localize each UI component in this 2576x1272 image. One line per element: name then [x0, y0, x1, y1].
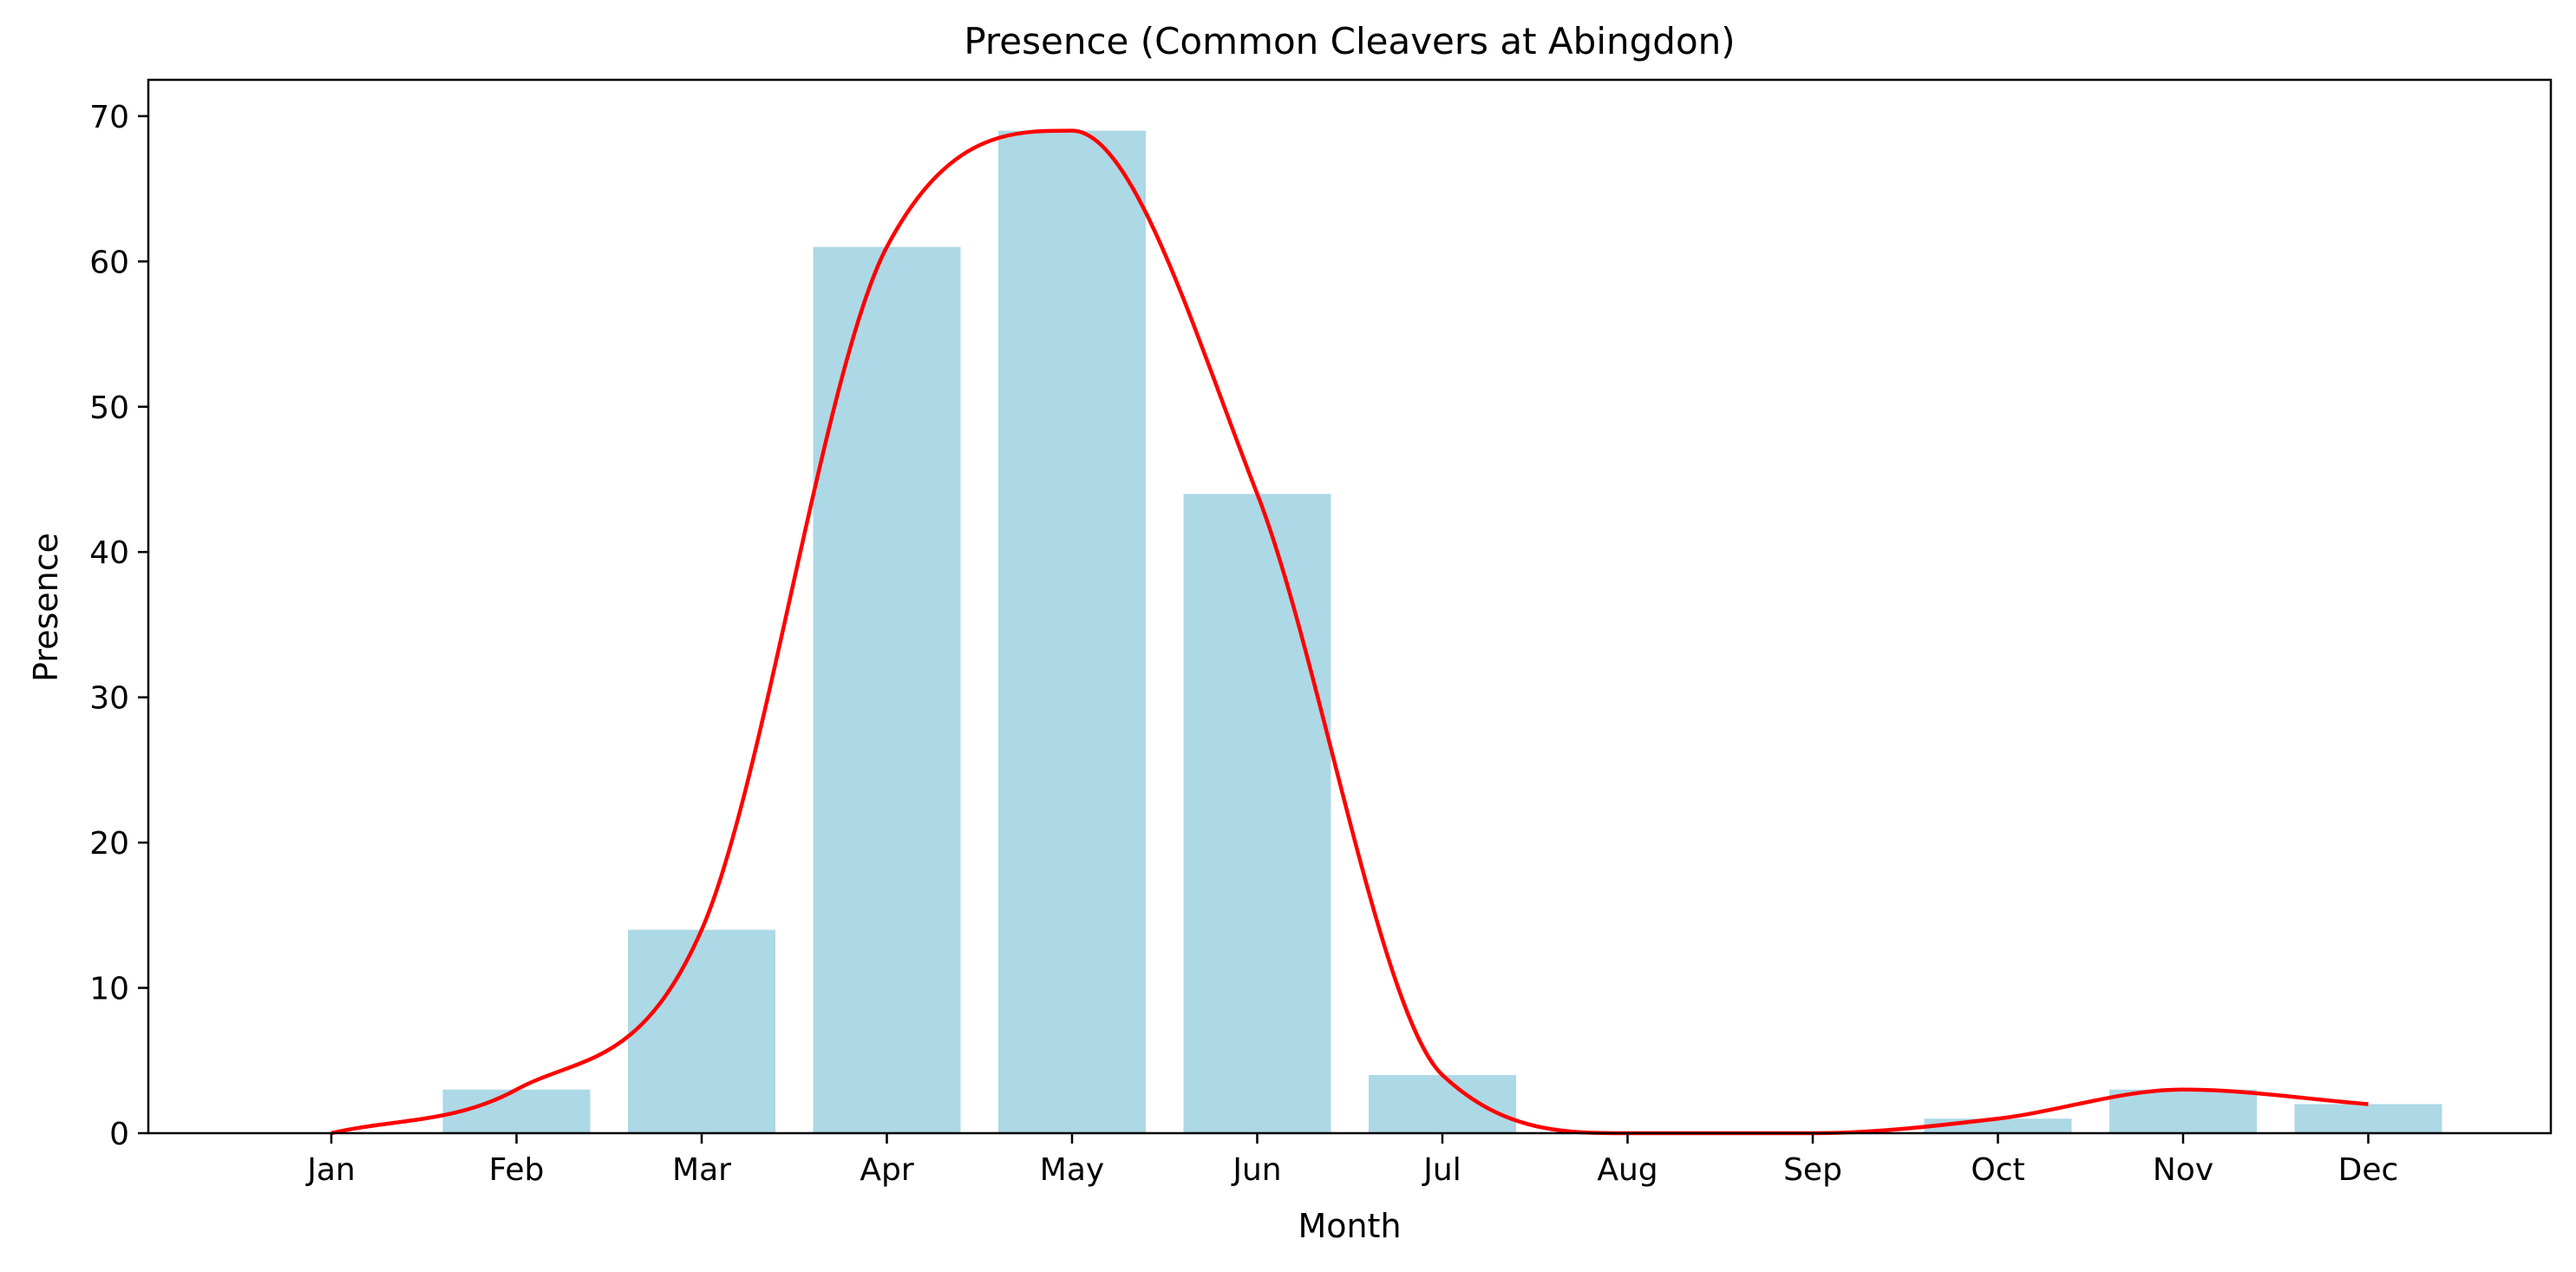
bar-dec [2294, 1104, 2442, 1133]
x-tick-label-jan: Jan [305, 1152, 356, 1188]
bar-jul [1369, 1075, 1516, 1133]
x-axis-label: Month [1298, 1207, 1401, 1245]
x-tick-label-oct: Oct [1971, 1152, 2024, 1188]
y-axis: 0 10 20 30 40 50 60 70 [89, 100, 148, 1152]
bar-jun [1183, 494, 1331, 1133]
x-axis: Jan Feb Mar Apr May Jun Jul Aug Sep Oct Nov Dec [305, 1133, 2398, 1188]
x-tick-label-sep: Sep [1783, 1152, 1842, 1188]
y-tick-label-20: 20 [89, 826, 129, 862]
chart-title: Presence (Common Cleavers at Abingdon) [964, 20, 1735, 62]
bar-may [998, 130, 1146, 1133]
y-tick-label-50: 50 [89, 390, 129, 426]
x-tick-label-jul: Jul [1422, 1152, 1461, 1188]
x-tick-label-mar: Mar [672, 1152, 731, 1188]
y-tick-label-70: 70 [89, 100, 129, 135]
trend-line [330, 128, 2369, 1136]
y-axis-label: Presence [27, 533, 65, 682]
x-tick-label-may: May [1040, 1152, 1104, 1188]
y-tick-label-60: 60 [89, 245, 129, 280]
plot-frame [147, 78, 2553, 1135]
y-tick-label-0: 0 [109, 1117, 129, 1152]
x-tick-label-jun: Jun [1231, 1152, 1281, 1188]
y-tick-label-30: 30 [89, 681, 129, 717]
x-tick-label-aug: Aug [1597, 1152, 1657, 1188]
bar-nov [2109, 1089, 2257, 1133]
x-tick-label-nov: Nov [2153, 1152, 2213, 1188]
y-tick-label-40: 40 [89, 535, 129, 571]
bar-mar [628, 929, 775, 1133]
bar-series [442, 130, 2442, 1133]
x-tick-label-feb: Feb [489, 1152, 545, 1188]
x-tick-label-dec: Dec [2338, 1152, 2399, 1188]
bar-apr [813, 246, 961, 1133]
y-tick-label-10: 10 [89, 972, 129, 1007]
x-tick-label-apr: Apr [860, 1152, 913, 1188]
